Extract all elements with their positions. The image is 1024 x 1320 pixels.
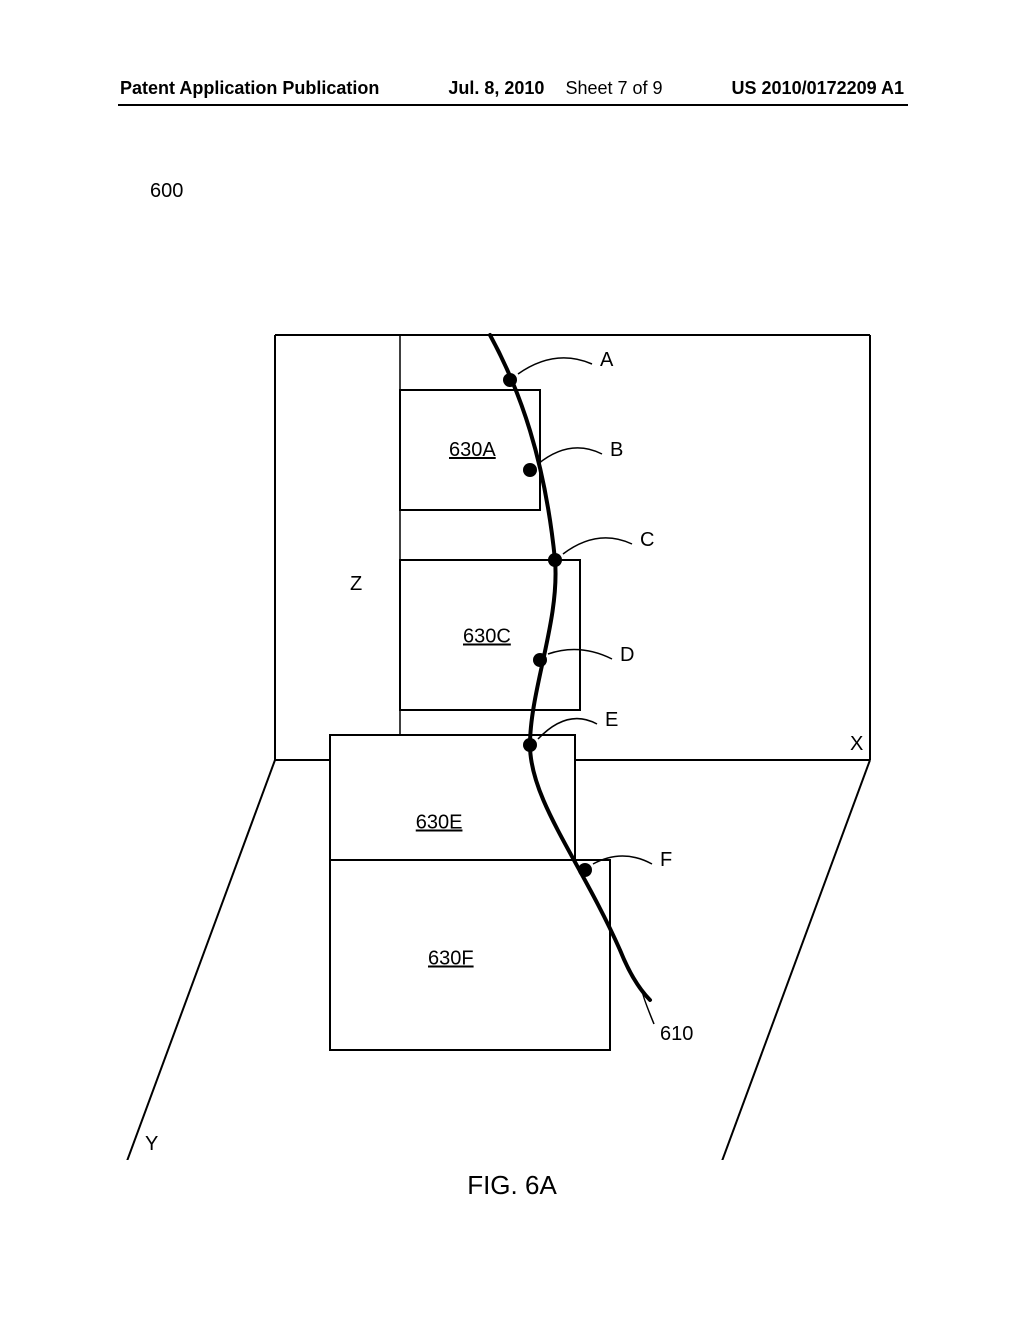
svg-text:A: A <box>600 349 614 371</box>
svg-text:630E: 630E <box>416 812 463 834</box>
figure-caption: FIG. 6A <box>0 1170 1024 1201</box>
svg-text:Z: Z <box>350 573 362 595</box>
page-header: Patent Application Publication Jul. 8, 2… <box>0 78 1024 99</box>
header-rule <box>118 104 908 106</box>
svg-text:E: E <box>605 709 618 731</box>
svg-text:630C: 630C <box>463 626 511 648</box>
header-left: Patent Application Publication <box>120 78 379 99</box>
svg-text:F: F <box>660 849 672 871</box>
svg-text:C: C <box>640 529 654 551</box>
header-pubnum: US 2010/0172209 A1 <box>732 78 904 99</box>
svg-text:D: D <box>620 644 634 666</box>
svg-text:B: B <box>610 439 623 461</box>
header-date: Jul. 8, 2010 <box>448 78 544 98</box>
svg-text:610: 610 <box>660 1023 693 1045</box>
svg-text:X: X <box>850 733 863 755</box>
header-mid: Jul. 8, 2010 Sheet 7 of 9 <box>448 78 662 99</box>
svg-text:630F: 630F <box>428 948 474 970</box>
figure-area: 630A 630C 630E 630F A B C D E F 610 X Y Z <box>0 160 1024 1160</box>
header-sheet: Sheet 7 of 9 <box>565 78 662 98</box>
svg-text:Y: Y <box>145 1133 158 1155</box>
svg-text:630A: 630A <box>449 439 496 461</box>
figure-svg: 630A 630C 630E 630F A B C D E F 610 X Y Z <box>0 160 1024 1160</box>
